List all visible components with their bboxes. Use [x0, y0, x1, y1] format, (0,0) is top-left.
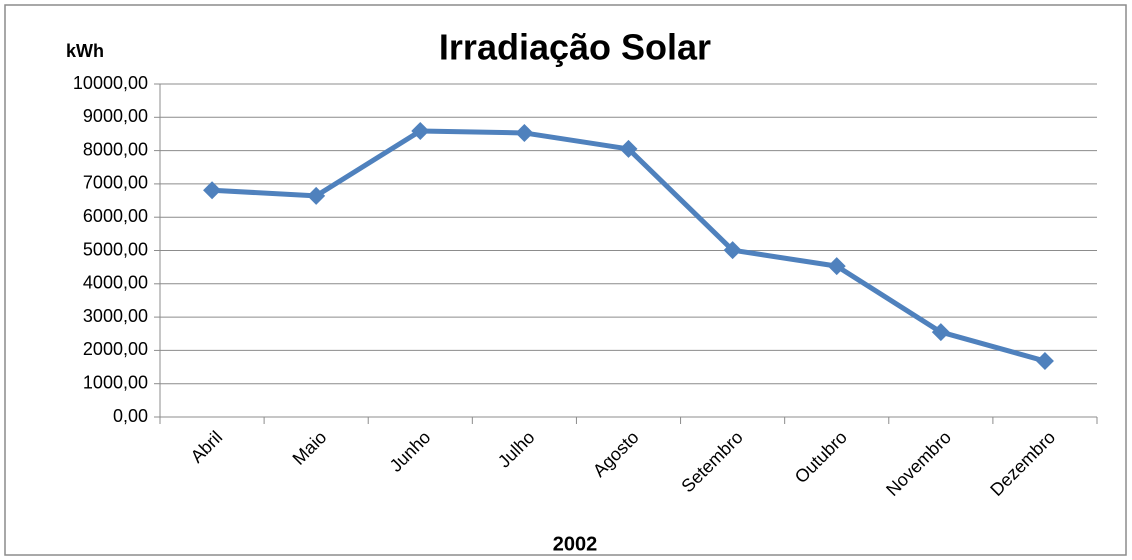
y-tick-label: 10000,00: [73, 73, 148, 93]
data-point: [619, 139, 638, 158]
y-tick-label: 5000,00: [83, 239, 148, 259]
y-tick-label: 2000,00: [83, 339, 148, 359]
data-point: [723, 241, 742, 260]
y-tick-label: 4000,00: [83, 273, 148, 293]
data-point: [411, 121, 430, 140]
y-tick-label: 1000,00: [83, 372, 148, 392]
data-point: [1035, 352, 1054, 371]
y-tick-label: 0,00: [113, 406, 148, 426]
y-tick-label: 7000,00: [83, 173, 148, 193]
data-point: [931, 323, 950, 342]
x-axis-label: 2002: [553, 533, 598, 555]
y-tick-label: 8000,00: [83, 139, 148, 159]
data-point: [203, 181, 222, 200]
data-point: [307, 186, 326, 205]
data-point: [827, 257, 846, 276]
y-tick-label: 9000,00: [83, 106, 148, 126]
y-tick-label: 6000,00: [83, 206, 148, 226]
chart-border: [4, 4, 1127, 556]
chart-title: Irradiação Solar: [439, 27, 711, 68]
y-axis-label: kWh: [66, 41, 104, 61]
data-point: [515, 123, 534, 142]
y-tick-label: 3000,00: [83, 306, 148, 326]
